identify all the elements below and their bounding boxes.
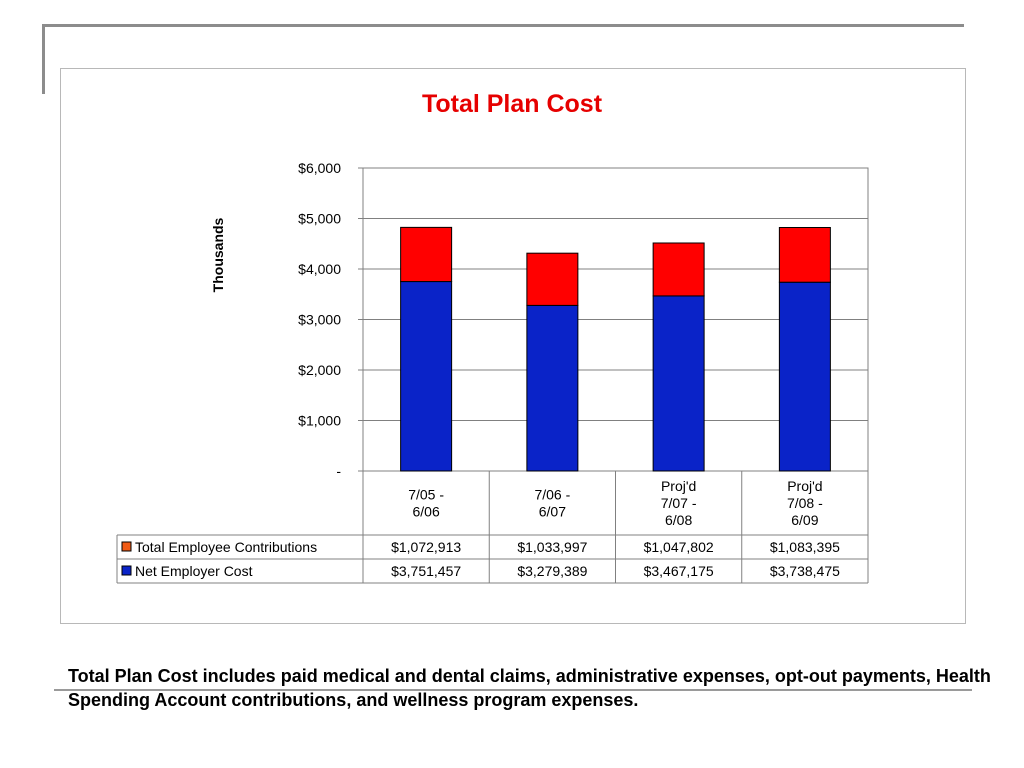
bar-segment — [526, 304, 579, 472]
bar-segment — [778, 226, 831, 283]
table-value: $3,279,389 — [517, 563, 587, 579]
y-tick-label: $6,000 — [298, 160, 341, 176]
y-tick-label: $5,000 — [298, 211, 341, 227]
y-tick-label: $2,000 — [298, 362, 341, 378]
legend-label: Total Employee Contributions — [135, 539, 317, 555]
bar-segment — [652, 295, 705, 472]
footnote: Total Plan Cost includes paid medical an… — [68, 666, 991, 710]
table-value: $3,751,457 — [391, 563, 461, 579]
bar-segment — [778, 281, 831, 472]
x-category-label: 7/06 -6/07 — [534, 487, 570, 520]
slide-left-rule — [42, 24, 45, 94]
y-tick-label: $3,000 — [298, 312, 341, 328]
table-value: $3,738,475 — [770, 563, 840, 579]
table-value: $1,047,802 — [644, 539, 714, 555]
bar-segment — [526, 252, 579, 306]
chart-title: Total Plan Cost — [421, 90, 603, 118]
x-category-label: Proj'd 7/08 -6/09 — [787, 478, 823, 528]
y-tick-label: $4,000 — [298, 261, 341, 277]
slide-bottom-rule — [54, 689, 972, 691]
bar-segment — [652, 242, 705, 297]
y-tick-label: - — [336, 463, 341, 479]
legend-key — [121, 565, 132, 576]
bar-segment — [400, 226, 453, 283]
table-value: $1,072,913 — [391, 539, 461, 555]
x-category-label: Proj'd 7/07 -6/08 — [661, 478, 697, 528]
legend-key — [121, 541, 132, 552]
y-tick-label: $1,000 — [298, 413, 341, 429]
slide-top-rule — [42, 24, 964, 27]
table-value: $3,467,175 — [644, 563, 714, 579]
table-value: $1,033,997 — [517, 539, 587, 555]
x-category-label: 7/05 -6/06 — [408, 487, 444, 520]
table-value: $1,083,395 — [770, 539, 840, 555]
legend-label: Net Employer Cost — [135, 563, 253, 579]
bar-segment — [400, 281, 453, 472]
